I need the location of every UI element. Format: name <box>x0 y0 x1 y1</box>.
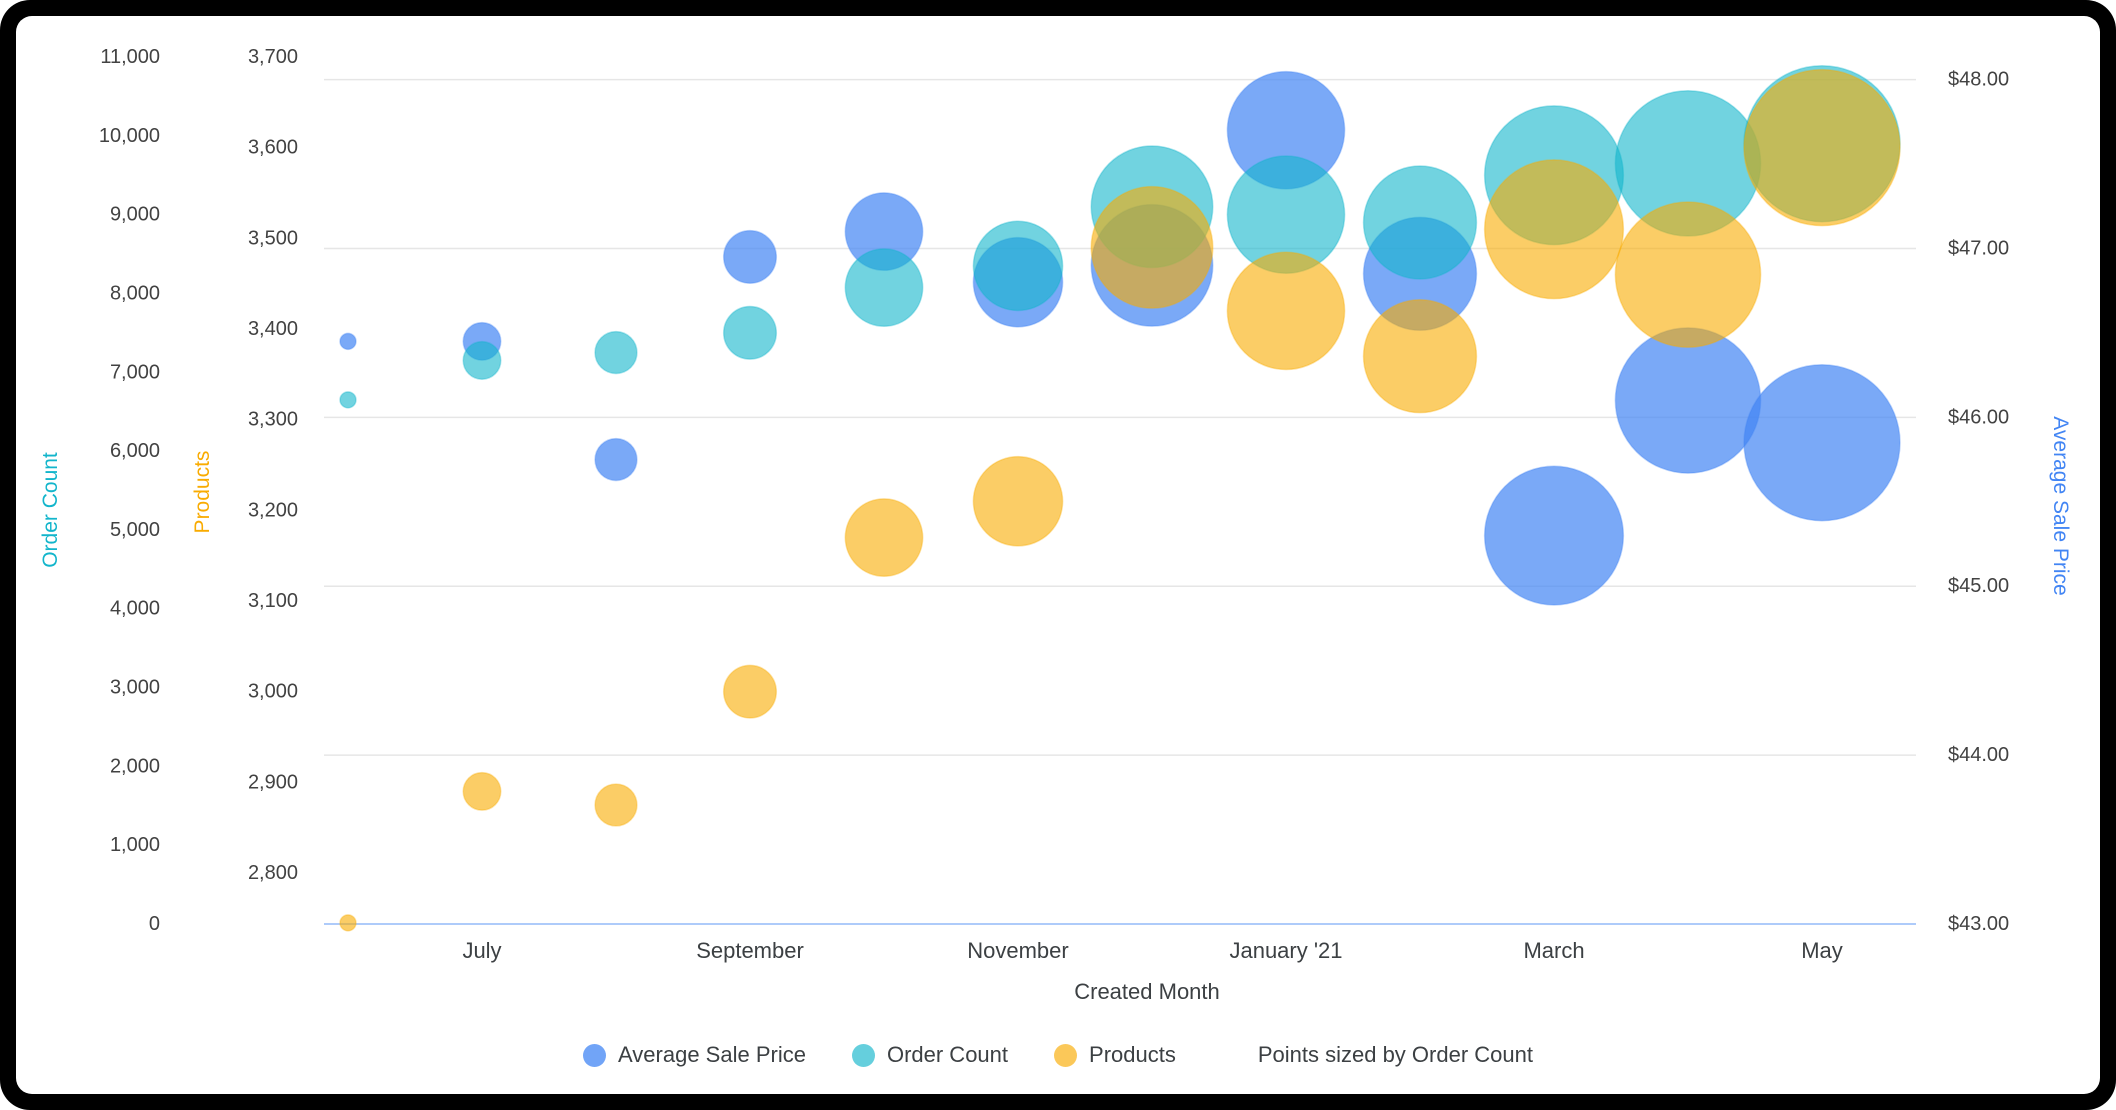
order-count-tick-label: 3,000 <box>110 677 160 699</box>
points-sized-note: Points sized by Order Count <box>1257 1042 1533 1067</box>
legend-label: Average Sale Price <box>618 1042 806 1067</box>
bubble-order_count-8[interactable] <box>1362 165 1478 280</box>
order-count-tick-label: 2,000 <box>110 755 160 777</box>
legend-dot-order-count <box>851 1043 875 1067</box>
bubble-products-8[interactable] <box>1362 298 1478 414</box>
bubble-products-1[interactable] <box>462 771 502 811</box>
order-count-tick-label: 7,000 <box>110 361 160 383</box>
bubble-order_count-4[interactable] <box>844 248 924 327</box>
bubble-products-3[interactable] <box>722 664 778 719</box>
products-tick-label: 3,300 <box>248 409 298 431</box>
bubble-products-7[interactable] <box>1226 251 1346 371</box>
bubble-products-0[interactable] <box>339 914 357 932</box>
order-count-tick-label: 0 <box>149 913 160 935</box>
bubble-order_count-0[interactable] <box>339 391 357 409</box>
order-count-tick-label: 1,000 <box>110 834 160 856</box>
bubble-products-10[interactable] <box>1614 201 1762 348</box>
products-tick-label: 3,500 <box>248 227 298 249</box>
products-tick-label: 3,200 <box>248 499 298 521</box>
legend-item-average-sale-price[interactable]: Average Sale Price <box>583 1042 806 1068</box>
products-tick-label: 2,800 <box>248 862 298 884</box>
products-tick-label: 3,100 <box>248 590 298 612</box>
bubble-products-5[interactable] <box>972 455 1064 547</box>
products-tick-label: 3,600 <box>248 137 298 159</box>
legend-label: Order Count <box>886 1042 1009 1067</box>
bubble-price-0[interactable] <box>339 332 357 351</box>
products-tick-label: 3,400 <box>248 318 298 340</box>
x-tick-label: November <box>967 938 1068 963</box>
bubble-price-2[interactable] <box>594 437 638 482</box>
products-tick-label: 2,900 <box>248 771 298 793</box>
bubble-products-9[interactable] <box>1483 159 1625 300</box>
bubble-products-4[interactable] <box>844 498 924 577</box>
bubble-products-2[interactable] <box>594 783 638 827</box>
legend-dot-products <box>1054 1043 1078 1067</box>
bubble-price-10[interactable] <box>1614 327 1762 474</box>
order-count-tick-label: 10,000 <box>99 125 160 147</box>
order-count-tick-label: 9,000 <box>110 204 160 226</box>
order-count-tick-label: 11,000 <box>100 46 160 68</box>
order-count-tick-label: 6,000 <box>110 440 160 462</box>
x-tick-label: July <box>462 938 501 963</box>
bubble-order_count-1[interactable] <box>462 340 502 380</box>
bubble-price-9[interactable] <box>1483 465 1625 606</box>
products-tick-label: 3,000 <box>248 681 298 703</box>
bubble-order_count-2[interactable] <box>594 330 638 375</box>
order-count-tick-label: 5,000 <box>110 519 160 541</box>
price-tick-label: $47.00 <box>1948 237 2009 259</box>
order-count-tick-label: 4,000 <box>110 598 160 620</box>
x-tick-label: May <box>1801 938 1843 963</box>
chart-legend: Average Sale Price Order Count Products … <box>0 1042 2116 1068</box>
products-tick-label: 3,700 <box>248 46 298 68</box>
x-tick-label: March <box>1523 938 1584 963</box>
legend-label: Products <box>1089 1042 1176 1067</box>
order-count-tick-label: 8,000 <box>110 282 160 304</box>
legend-dot-average-sale-price <box>583 1043 607 1067</box>
series-products <box>339 68 1901 932</box>
bubble-price-3[interactable] <box>722 229 778 284</box>
bubble-products-6[interactable] <box>1090 185 1214 309</box>
price-tick-label: $43.00 <box>1948 913 2009 935</box>
price-axis-title: Average Sale Price <box>2049 416 2072 595</box>
price-tick-label: $48.00 <box>1948 69 2009 91</box>
bubble-products-11[interactable] <box>1743 68 1901 227</box>
price-tick-label: $45.00 <box>1948 575 2009 597</box>
bubble-order_count-5[interactable] <box>972 220 1064 312</box>
legend-item-products[interactable]: Products <box>1054 1042 1176 1068</box>
x-axis-title: Created Month <box>1074 979 1220 1004</box>
bubble-price-11[interactable] <box>1743 363 1901 522</box>
products-axis-title: Products <box>191 451 214 534</box>
order-count-axis-title: Order Count <box>39 452 62 568</box>
bubble-order_count-3[interactable] <box>722 305 778 360</box>
price-tick-label: $44.00 <box>1948 744 2009 766</box>
x-tick-label: January '21 <box>1229 938 1342 963</box>
x-tick-label: September <box>696 938 804 963</box>
price-tick-label: $46.00 <box>1948 406 2009 428</box>
legend-item-order-count[interactable]: Order Count <box>851 1042 1009 1068</box>
